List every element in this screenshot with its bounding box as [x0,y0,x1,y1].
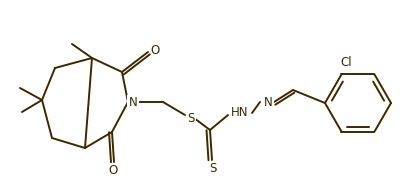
Text: HN: HN [231,106,249,119]
Text: Cl: Cl [341,56,352,69]
Text: S: S [187,112,195,125]
Text: O: O [108,163,118,177]
Text: O: O [151,43,160,57]
Text: N: N [128,97,137,109]
Text: S: S [209,161,217,174]
Text: N: N [264,95,272,108]
